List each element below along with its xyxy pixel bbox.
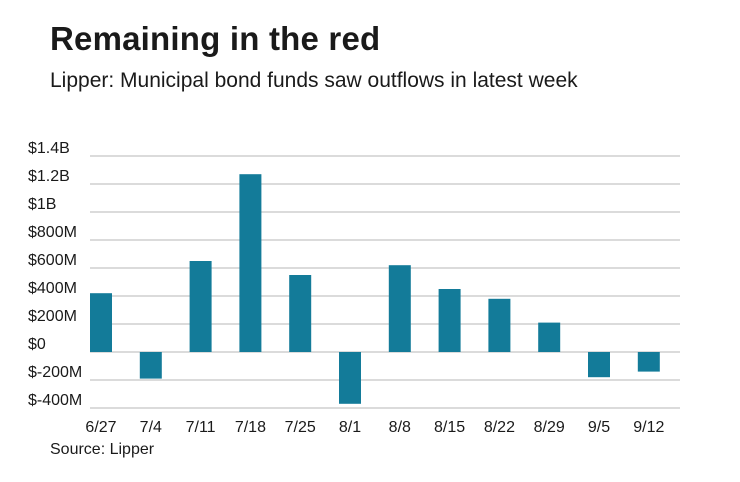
bar-7-4 [139, 352, 162, 379]
x-tick-label: 8/29 [534, 419, 565, 436]
y-tick-label: $-200M [28, 364, 82, 381]
bars [90, 174, 660, 404]
y-tick-label: $600M [28, 252, 77, 269]
chart-subtitle: Lipper: Municipal bond funds saw outflow… [50, 69, 578, 92]
bar-7-25 [289, 275, 312, 352]
x-tick-label: 8/22 [484, 419, 515, 436]
source-note: Source: Lipper [50, 441, 155, 458]
y-tick-label: $200M [28, 308, 77, 325]
bar-8-22 [488, 298, 511, 352]
y-tick-label: $1B [28, 196, 56, 213]
bar-6-27 [90, 293, 112, 352]
bar-7-11 [189, 261, 212, 352]
bar-9-5 [588, 352, 610, 378]
y-tick-label: $1.4B [28, 140, 70, 157]
y-tick-label: $400M [28, 280, 77, 297]
x-tick-label: 7/4 [140, 419, 162, 436]
bar-9-12 [637, 352, 660, 372]
x-tick-label: 7/25 [285, 419, 316, 436]
x-tick-label: 6/27 [85, 419, 116, 436]
chart-title: Remaining in the red [50, 20, 381, 57]
bar-8-8 [388, 265, 411, 352]
gridlines [90, 155, 680, 409]
y-tick-label: $800M [28, 224, 77, 241]
bar-7-18 [239, 174, 262, 352]
x-tick-label: 9/5 [588, 419, 610, 436]
y-tick-label: $-400M [28, 392, 82, 409]
x-tick-label: 7/18 [235, 419, 266, 436]
bar-8-29 [538, 322, 561, 352]
y-tick-label: $0 [28, 336, 46, 353]
x-tick-label: 8/8 [389, 419, 411, 436]
x-tick-label: 8/1 [339, 419, 361, 436]
x-tick-label: 8/15 [434, 419, 465, 436]
bar-8-1 [339, 352, 361, 404]
y-axis-labels: $1.4B $1.2B $1B $800M $600M $400M $200M $0 $-200… [28, 140, 82, 409]
x-axis-labels: 6/27 7/4 7/11 7/18 7/25 8/1 8/8 8/15 8/22 8/29 9/5… [85, 419, 664, 436]
x-tick-label: 7/11 [186, 419, 216, 436]
y-tick-label: $1.2B [28, 168, 70, 185]
bar-8-15 [438, 289, 461, 352]
x-tick-label: 9/12 [633, 419, 664, 436]
